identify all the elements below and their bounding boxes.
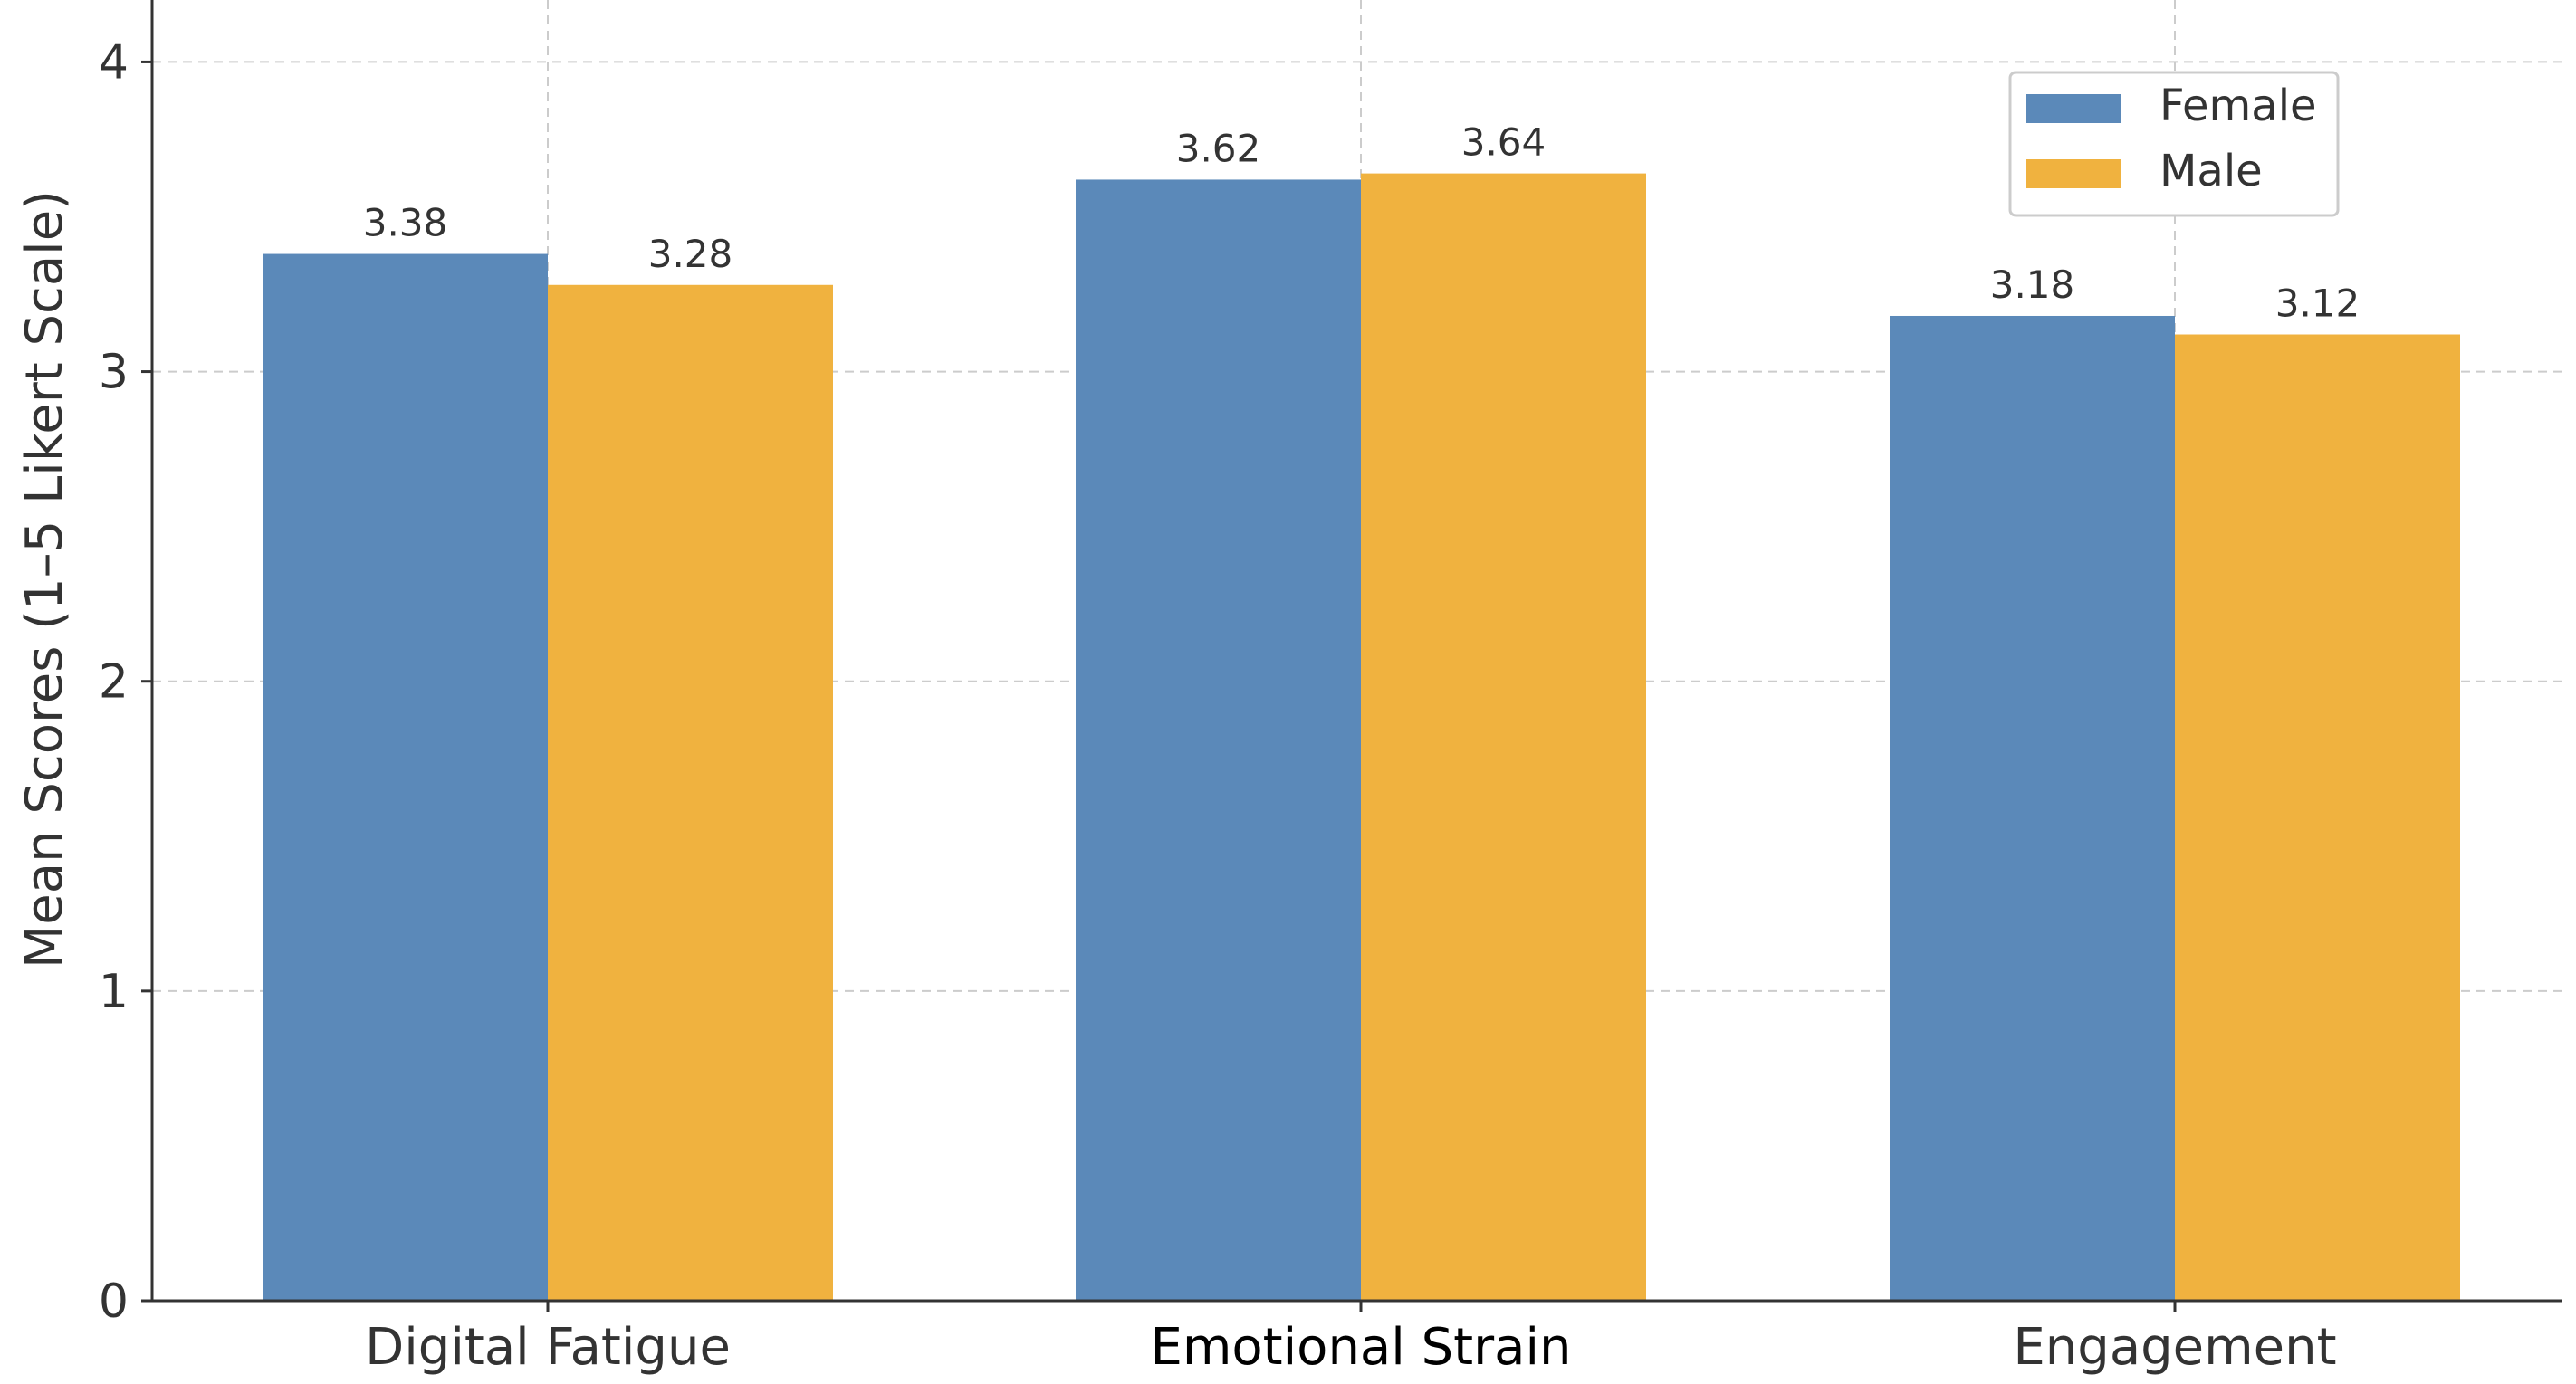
legend: Female Male	[2008, 71, 2340, 217]
bar-male	[1361, 173, 1646, 1302]
bar-female	[1890, 315, 2175, 1301]
x-tick-label: Digital Fatigue	[365, 1318, 731, 1377]
y-tick-label: 0	[99, 1274, 129, 1329]
bar-value-label: 3.38	[363, 201, 448, 245]
bar-value-label: 3.18	[1990, 262, 2075, 307]
legend-label-female: Female	[2159, 81, 2317, 131]
y-tick-label: 3	[99, 346, 129, 400]
x-tick-label: Engagement	[2013, 1318, 2336, 1377]
bar-male	[548, 284, 833, 1301]
bar-male	[2175, 334, 2460, 1301]
y-axis-label: Mean Scores (1–5 Likert Scale)	[15, 190, 74, 969]
bar-female	[263, 253, 548, 1301]
legend-swatch-male	[2026, 159, 2121, 188]
y-tick-label: 4	[99, 35, 129, 90]
labels-layer: 0 1 2 3 4 3.38 3.62 3.18 3.28 3.64 3.12 Digital Fat…	[99, 35, 2360, 1377]
bar-value-label: 3.12	[2275, 282, 2361, 326]
bar-value-label: 3.64	[1461, 120, 1547, 165]
y-tick-label: 2	[99, 655, 129, 710]
x-tick-label: Emotional Strain	[1150, 1318, 1571, 1377]
bar-value-label: 3.62	[1176, 126, 1261, 170]
bars-layer	[263, 173, 2460, 1302]
axes-layer	[141, 0, 2562, 1312]
bar-female	[1076, 179, 1361, 1301]
legend-swatch-female	[2026, 94, 2121, 123]
legend-label-male: Male	[2159, 146, 2263, 196]
bar-value-label: 3.28	[648, 232, 733, 276]
y-tick-label: 1	[99, 965, 129, 1019]
